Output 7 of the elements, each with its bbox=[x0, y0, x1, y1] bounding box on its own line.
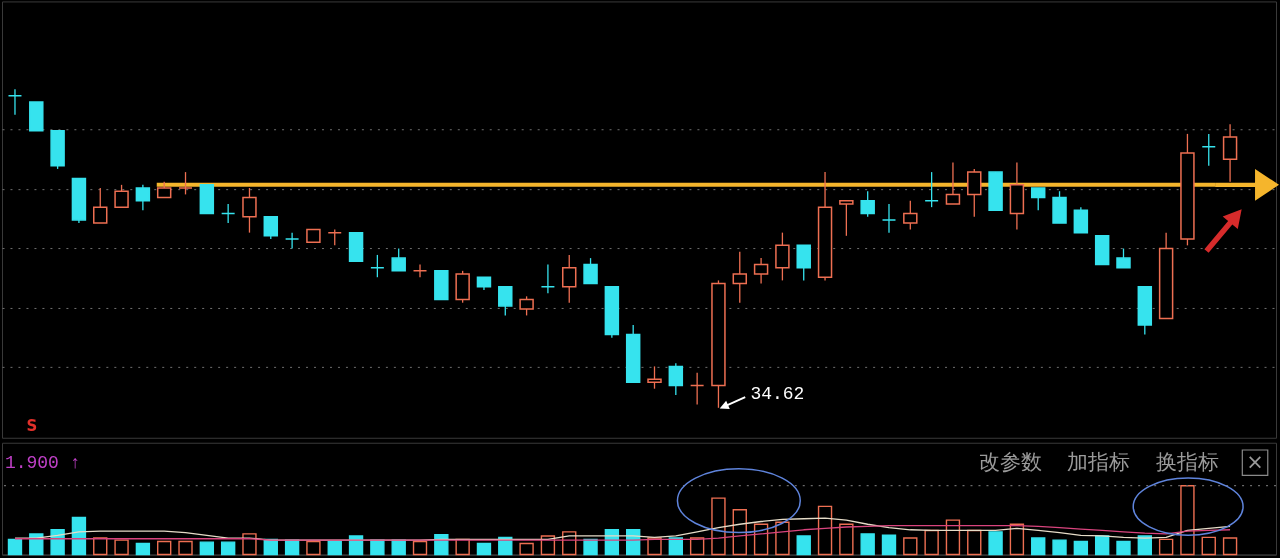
text: 加指标 bbox=[1067, 449, 1131, 474]
text: S bbox=[26, 416, 38, 435]
text: 换指标 bbox=[1155, 449, 1219, 474]
text: × bbox=[1246, 449, 1264, 474]
text: 1.900 ↑ bbox=[4, 452, 81, 473]
annotation: 34.62 bbox=[750, 383, 805, 404]
text: 改参数 bbox=[978, 449, 1042, 474]
